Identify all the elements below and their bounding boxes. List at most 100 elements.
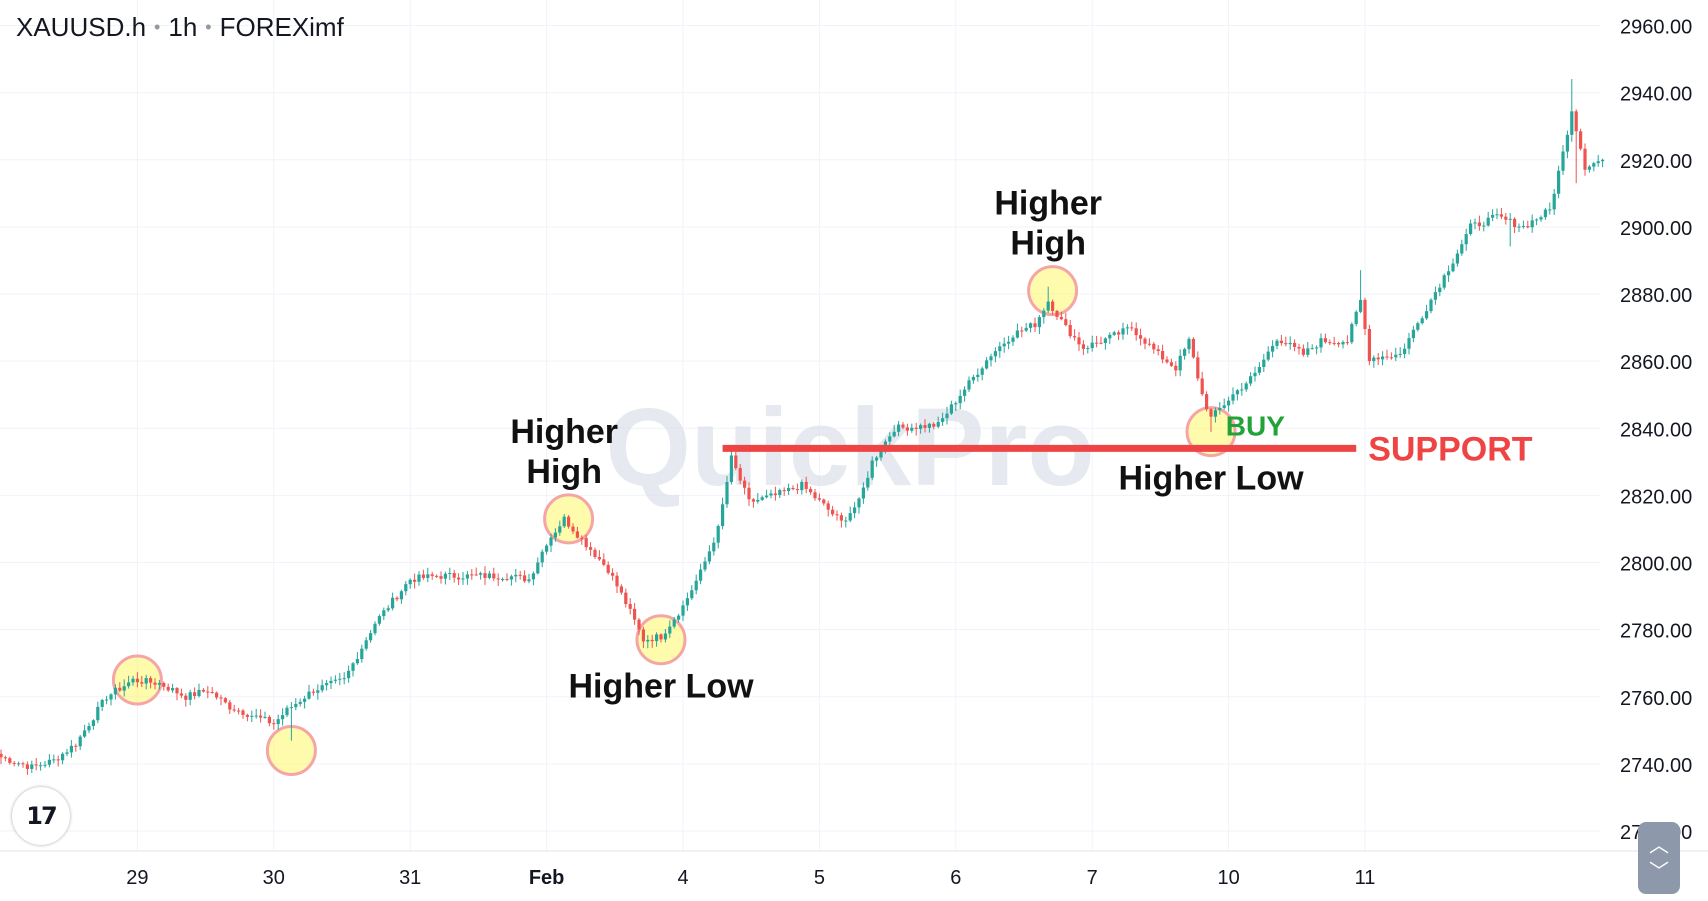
price-tick-label: 2940.00 [1620,84,1692,106]
candle-body [817,498,821,500]
candle-body [897,424,901,432]
scale-toggle-button[interactable]: ︿ ﹀ [1638,822,1680,894]
candle-body [1055,310,1059,317]
candle-body [941,418,945,422]
candle-body [611,572,615,576]
symbol-label[interactable]: XAUUSD.h [16,12,147,42]
candle-body [1205,394,1209,410]
candle-body [866,477,870,488]
candle-body [56,759,60,761]
candle-body [910,427,914,431]
chart-header: XAUUSD.h • 1h • FOREXimf [16,12,344,43]
candle-body [285,707,289,716]
candle-body [1363,299,1367,329]
candle-body [1169,362,1173,366]
candle-body [342,678,346,680]
candle-body [179,693,183,696]
candle-body [1125,327,1129,329]
candle-body [927,423,931,428]
highlight-circles [111,265,1237,776]
candle-body [100,700,104,707]
candle-body [382,610,386,617]
candle-body [61,753,65,761]
candle-body [641,629,645,642]
candle-body [1200,378,1204,395]
candle-body [386,608,390,611]
candle-body [210,691,214,693]
candle-body [650,639,654,642]
candle-body [1046,301,1050,311]
candle-body [34,764,38,766]
candle-body [1099,342,1103,344]
candle-body [1077,337,1081,345]
candle-body [795,489,799,491]
candle-body [1381,356,1385,360]
candle-body [1592,163,1596,167]
candle-body [602,559,606,565]
candle-body [421,574,425,578]
candle-body [1504,216,1508,220]
candle-body [1403,348,1407,354]
candle-body [694,580,698,591]
candle-body [681,605,685,616]
candle-body [83,730,87,737]
candle-body [839,515,843,521]
candle-body [980,368,984,375]
candle-body [1499,214,1503,217]
candle-body [0,753,3,758]
tradingview-logo-icon[interactable]: 17 [12,787,70,845]
candle-body [1557,170,1561,194]
candle-body [483,573,487,578]
candle-body [800,481,804,491]
separator-dot: • [154,17,161,37]
candle-body [338,678,342,680]
candle-body [1064,319,1068,326]
candle-body [1376,357,1380,360]
candle-body [1279,340,1283,344]
candle-body [426,574,430,578]
candle-body [250,715,254,717]
candle-body [1477,222,1481,227]
candle-body [1257,366,1261,373]
candle-body [580,537,584,539]
candle-body [1543,209,1547,218]
candle-body [144,678,148,684]
candle-body [1108,334,1112,339]
candle-body [936,421,940,427]
candle-body [989,356,993,361]
candle-body [1174,365,1178,371]
candle-body [399,591,403,600]
candle-body [945,413,949,419]
candle-body [1579,131,1583,149]
candle-body [1332,342,1336,344]
candle-body [1337,342,1341,345]
candle-body [1486,217,1490,226]
candle-body [69,745,73,753]
candle-body [391,597,395,609]
candle-body [584,538,588,548]
price-tick-label: 2920.00 [1620,151,1692,173]
candle-body [1130,327,1134,329]
candle-body [976,374,980,377]
candle-body [1319,338,1323,348]
candle-body [1442,275,1446,288]
candle-body [135,678,139,683]
candle-body [78,736,82,747]
time-tick-label: 31 [399,867,421,889]
candle-body [505,579,509,581]
time-axis[interactable]: 29 30 31 Feb 4 5 6 7 10 11 [126,867,1375,889]
price-axis[interactable]: 2960.00 2940.00 2920.00 2900.00 2880.00 2860.… [1620,17,1692,844]
candle-body [276,719,280,725]
candle-body [558,526,562,533]
interval-label[interactable]: 1h [168,12,198,42]
candle-body [1473,222,1477,224]
candle-body [1218,408,1222,411]
candle-body [1227,400,1231,406]
candle-body [954,403,958,405]
candle-body [549,537,553,546]
time-tick-label: 4 [677,867,688,889]
price-tick-label: 2860.00 [1620,352,1692,374]
candle-body [892,431,896,437]
candle-body [298,701,302,704]
candle-body [496,578,500,580]
